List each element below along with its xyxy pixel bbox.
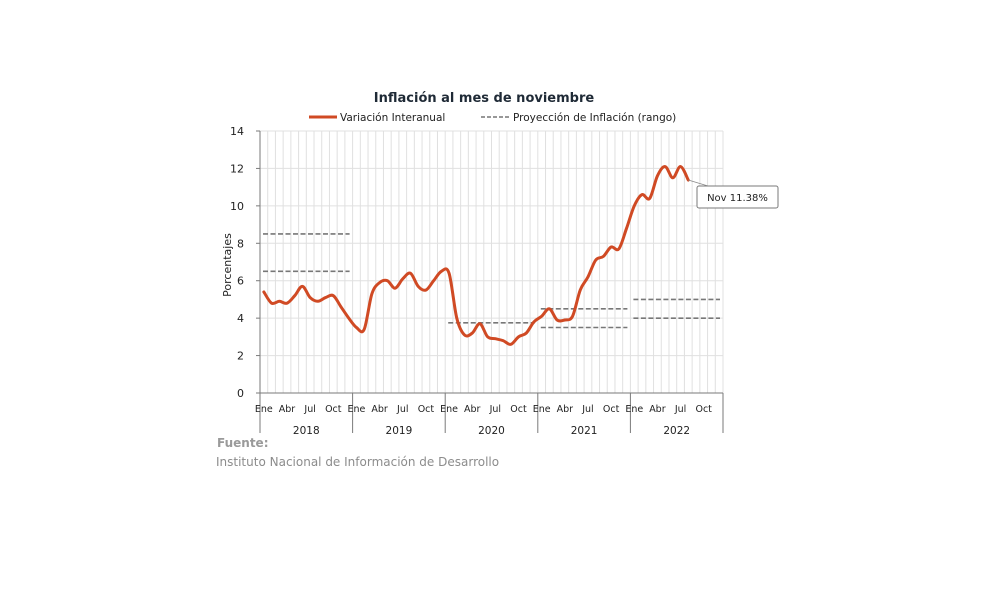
y-tick-label: 12 (230, 162, 244, 175)
x-tick-label: Oct (418, 404, 435, 415)
year-label: 2018 (293, 425, 320, 437)
year-labels: 2018 2019 2020 2021 2022 (293, 425, 690, 437)
x-tick-label: Jul (674, 404, 686, 415)
x-tick-label: Oct (695, 404, 712, 415)
x-tick-label: Abr (464, 404, 481, 415)
year-label: 2019 (386, 425, 413, 437)
y-tick-label: 6 (237, 275, 244, 288)
legend-label-variacion: Variación Interanual (340, 112, 445, 124)
x-tick-label: Ene (255, 404, 273, 415)
variacion-series (262, 165, 690, 346)
x-tick-label: Jul (489, 404, 501, 415)
x-tick-label: Ene (533, 404, 551, 415)
x-tick-label: Abr (557, 404, 574, 415)
axes (256, 130, 724, 433)
callout: Nov 11.38% (688, 179, 779, 209)
y-tick-label: 0 (237, 387, 244, 400)
legend-label-proyeccion: Proyección de Inflación (rango) (513, 112, 676, 124)
y-tick-label: 10 (230, 200, 244, 213)
x-tick-label: Ene (348, 404, 366, 415)
x-tick-label: Oct (510, 404, 527, 415)
y-tick-labels: 0 2 4 6 8 10 12 14 (230, 125, 244, 400)
x-tick-label: Oct (325, 404, 342, 415)
x-tick-labels: Ene Abr Jul Oct Ene Abr Jul Oct Ene Abr Jul Oct Ene A… (255, 404, 712, 415)
year-label: 2020 (478, 425, 505, 437)
x-tick-label: Jul (396, 404, 408, 415)
x-tick-label: Jul (581, 404, 593, 415)
y-tick-label: 8 (237, 237, 244, 250)
x-tick-label: Oct (603, 404, 620, 415)
callout-leader (688, 179, 709, 187)
y-tick-label: 2 (237, 350, 244, 363)
year-label: 2022 (663, 425, 690, 437)
source-label: Fuente: (217, 436, 269, 450)
x-tick-label: Abr (649, 404, 666, 415)
legend: Variación Interanual Proyección de Infla… (309, 112, 676, 124)
x-tick-label: Ene (625, 404, 643, 415)
year-label: 2021 (571, 425, 598, 437)
x-tick-label: Abr (279, 404, 296, 415)
projection-series (263, 233, 720, 329)
chart-title: Inflación al mes de noviembre (374, 91, 595, 106)
callout-label: Nov 11.38% (707, 193, 768, 204)
y-tick-label: 14 (230, 125, 244, 138)
x-tick-label: Ene (440, 404, 458, 415)
y-tick-label: 4 (237, 312, 244, 325)
source-text: Instituto Nacional de Información de Des… (216, 455, 500, 469)
x-tick-label: Abr (371, 404, 388, 415)
grid (259, 130, 724, 394)
callout-box (696, 185, 779, 209)
y-axis-label: Porcentajes (221, 233, 234, 297)
x-tick-label: Jul (303, 404, 315, 415)
variacion-line (262, 165, 690, 346)
